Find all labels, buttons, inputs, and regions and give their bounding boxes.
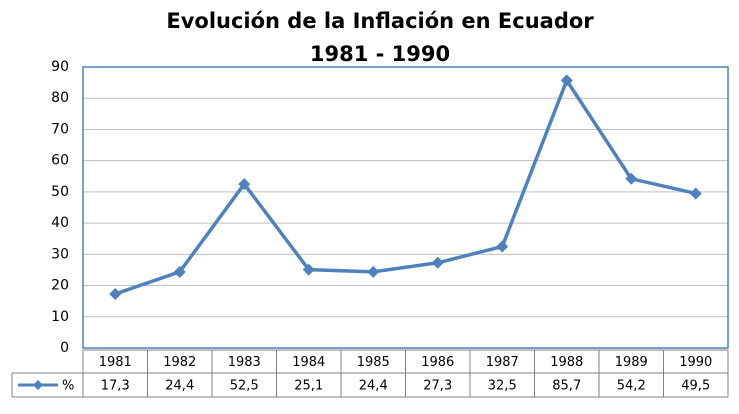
data-point: [173, 265, 186, 278]
x-tick-label: 1989: [615, 355, 648, 370]
data-point: [496, 240, 509, 253]
y-tick-label: 20: [51, 278, 69, 294]
chart-title: Evolución de la Inflación en Ecuador: [166, 9, 594, 33]
chart-subtitle: 1981 - 1990: [310, 42, 450, 66]
y-tick-label: 10: [51, 309, 69, 325]
data-label: 24,4: [359, 379, 388, 394]
data-label: 27,3: [423, 379, 452, 394]
data-point: [109, 287, 122, 300]
y-tick-label: 60: [51, 153, 69, 169]
x-tick-label: 1986: [421, 355, 454, 370]
x-tick-label: 1981: [99, 355, 132, 370]
y-tick-label: 70: [51, 121, 69, 137]
data-point: [367, 265, 380, 278]
series-line: [114, 78, 697, 296]
data-point: [238, 178, 251, 191]
data-label: 25,1: [294, 379, 323, 394]
data-label: 32,5: [488, 379, 517, 394]
x-tick-label: 1988: [550, 355, 583, 370]
data-label: 49,5: [681, 379, 710, 394]
data-label: 85,7: [552, 379, 581, 394]
x-tick-label: 1982: [163, 355, 196, 370]
y-tick-label: 80: [51, 90, 69, 106]
data-label: 24,4: [165, 379, 194, 394]
y-tick-label: 40: [51, 215, 69, 231]
legend-label: %: [62, 379, 74, 394]
x-tick-label: 1987: [486, 355, 519, 370]
x-tick-label: 1983: [228, 355, 261, 370]
data-label: 17,3: [101, 379, 130, 394]
data-point: [302, 263, 315, 276]
data-point: [625, 172, 638, 185]
legend-marker: [33, 380, 43, 390]
y-tick-label: 0: [60, 340, 69, 356]
data-point: [431, 256, 444, 269]
y-tick-label: 50: [51, 184, 69, 200]
plot-border: [82, 66, 729, 349]
x-tick-label: 1984: [292, 355, 325, 370]
data-label: 52,5: [230, 379, 259, 394]
data-point: [689, 187, 702, 200]
y-tick-label: 90: [51, 59, 69, 75]
data-point: [560, 74, 573, 87]
data-label: 54,2: [617, 379, 646, 394]
x-tick-label: 1990: [679, 355, 712, 370]
y-tick-label: 30: [51, 246, 69, 262]
x-tick-label: 1985: [357, 355, 390, 370]
